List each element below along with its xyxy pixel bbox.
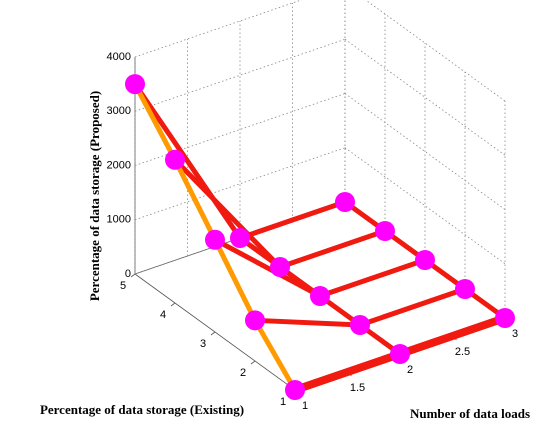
marker [125,74,145,95]
x-tick-label: 1.5 [350,382,365,394]
marker [270,257,290,277]
z-tick-label: 3000 [107,105,131,117]
marker [205,229,225,250]
grid-line [134,147,346,221]
grid-line [344,147,506,265]
grid-line [344,38,506,156]
grid-line [134,0,303,58]
tick-mark [170,302,176,307]
y-tick-label: 2 [240,367,246,379]
grid-line [134,38,346,112]
marker [375,221,395,241]
tick-mark [210,331,216,336]
marker [310,286,330,306]
grid-line [365,0,506,102]
mesh-line [173,158,386,270]
marker [390,344,410,364]
x-tick-label: 2.5 [455,346,470,358]
marker [335,192,355,212]
x-axis-label: Number of data loads [410,406,530,421]
marker [165,149,185,170]
x-tick-label: 1 [302,400,308,412]
marker [245,310,265,331]
marker [455,279,475,299]
y-tick-label: 3 [200,338,206,350]
tick-mark [250,360,256,365]
z-tick-label: 0 [125,268,131,280]
grid-line [344,93,506,210]
x-tick-label: 3 [512,328,518,340]
tick-mark [130,273,136,278]
y-tick-label: 4 [160,309,166,321]
y-axis-label: Percentage of data storage (Existing) [40,402,244,417]
z-tick-label: 2000 [107,159,131,171]
marker [495,308,515,328]
marker [350,315,370,335]
y-tick-label: 1 [280,396,286,408]
z-tick-label: 4000 [107,51,131,63]
marker [230,228,250,248]
marker [415,250,435,270]
y-tick-label: 5 [120,280,126,292]
z-axis-label: Percentage of data storage (Proposed) [87,91,102,301]
marker [285,380,305,400]
z-tick-label: 1000 [107,214,131,226]
x-tick-label: 2 [407,364,413,376]
